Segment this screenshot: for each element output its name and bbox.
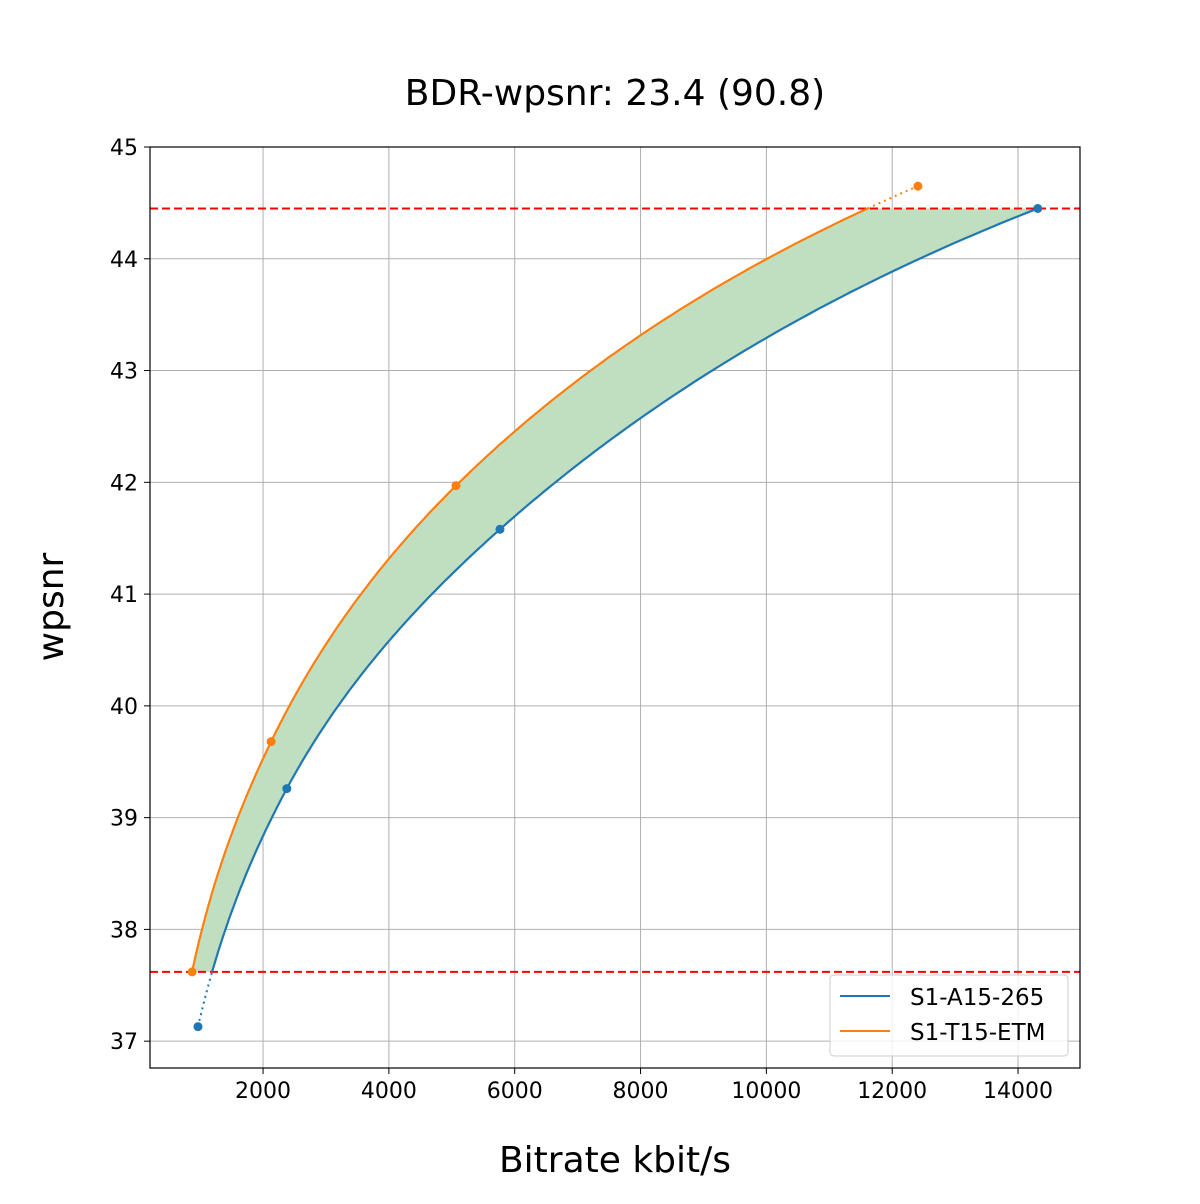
chart-title: BDR-wpsnr: 23.4 (90.8): [405, 73, 825, 114]
ticks: 2000 4000 6000 8000 10000 12000 14000 37 38 39 40 4…: [110, 136, 1053, 1104]
x-tick-label: 4000: [361, 1079, 417, 1104]
x-tick-label: 2000: [235, 1079, 291, 1104]
plot-frame: [149, 146, 1081, 1069]
series-0-extrapolated-low: [197, 971, 214, 1028]
series-1-point: [451, 481, 461, 491]
y-tick-label: 39: [110, 807, 138, 832]
series-1-line: [191, 207, 869, 973]
x-tick-label: 12000: [857, 1079, 927, 1104]
series-1-point: [187, 967, 197, 977]
legend-label-0: S1-A15-265: [910, 985, 1044, 1011]
series-1-extrapolated-high: [867, 185, 919, 210]
y-tick-label: 40: [110, 695, 138, 720]
series-group: [187, 181, 1043, 1032]
bdr-fill-area: [192, 208, 1038, 972]
reference-lines: [150, 207, 1080, 973]
series-0-point: [193, 1022, 203, 1032]
series-1-point: [266, 737, 276, 747]
series-0-point: [1033, 203, 1043, 213]
y-axis-label: wpsnr: [31, 552, 72, 661]
x-tick-label: 8000: [613, 1079, 669, 1104]
legend: S1-A15-265 S1-T15-ETM: [829, 974, 1069, 1057]
x-tick-label: 6000: [487, 1079, 543, 1104]
series-0-point: [495, 524, 505, 534]
y-tick-label: 38: [110, 918, 138, 943]
x-tick-label: 14000: [983, 1079, 1053, 1104]
y-tick-label: 44: [110, 248, 138, 273]
y-tick-label: 37: [110, 1030, 138, 1055]
x-axis-label: Bitrate kbit/s: [499, 1140, 731, 1181]
grid: [150, 146, 1080, 1068]
y-tick-label: 41: [110, 583, 138, 608]
legend-label-1: S1-T15-ETM: [910, 1020, 1045, 1046]
x-tick-label: 10000: [731, 1079, 801, 1104]
series-0-point: [282, 784, 292, 794]
y-tick-label: 43: [110, 360, 138, 385]
y-tick-label: 45: [110, 136, 138, 161]
series-1-point: [913, 181, 923, 191]
y-tick-label: 42: [110, 471, 138, 496]
series-0-line: [211, 207, 1039, 973]
